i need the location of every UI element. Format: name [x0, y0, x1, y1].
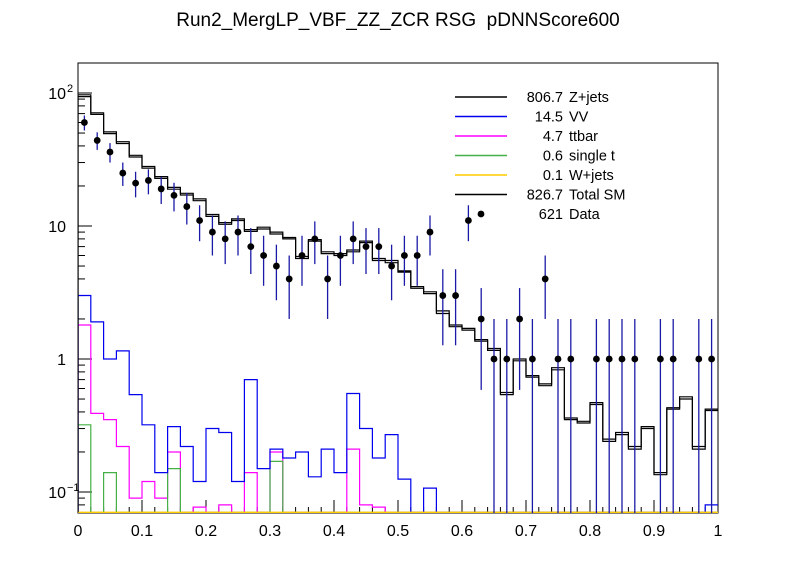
x-axis-labels: 0 0.1 0.2 0.3 0.4 0.5 0.6 0.7 0.8 0.9 1	[74, 523, 723, 540]
data-point	[81, 119, 88, 126]
svg-text:0.1: 0.1	[131, 523, 153, 540]
data-point	[221, 235, 229, 243]
data-point	[477, 315, 485, 323]
data-point	[298, 252, 306, 259]
legend-entry-label: Data	[569, 207, 601, 223]
data-point	[260, 252, 267, 259]
data-point	[349, 235, 357, 243]
data-point	[529, 355, 536, 363]
y-axis-ticks	[78, 92, 92, 514]
legend-entry-yield: 621	[539, 207, 563, 223]
data-point	[426, 228, 434, 236]
legend-entry-label: Z+jets	[569, 90, 609, 106]
data-point	[145, 177, 152, 184]
legend-entry-yield: 14.5	[535, 110, 563, 126]
data-point	[413, 252, 421, 259]
svg-text:0.4: 0.4	[323, 523, 345, 540]
legend-entry-label: single t	[569, 149, 615, 165]
data-point	[541, 275, 549, 283]
svg-text:0: 0	[74, 523, 83, 540]
legend-entry-label: ttbar	[569, 129, 598, 145]
data-point	[119, 169, 127, 177]
data-point	[209, 228, 216, 236]
data-point	[311, 235, 319, 243]
data-point	[439, 292, 447, 299]
series-total-sm	[78, 94, 718, 513]
data-point	[554, 355, 562, 363]
data-point	[516, 315, 523, 323]
svg-text:10: 10	[48, 219, 66, 236]
svg-text:10: 10	[48, 86, 66, 103]
data-point	[388, 262, 395, 270]
data-point	[196, 217, 204, 224]
data-point	[183, 203, 191, 210]
svg-text:0.7: 0.7	[515, 523, 537, 540]
data-point	[618, 355, 626, 363]
legend-entry-yield: 0.1	[543, 168, 563, 184]
data-point	[657, 355, 664, 363]
svg-text:0.9: 0.9	[643, 523, 665, 540]
data-point	[273, 262, 280, 270]
svg-text:0.5: 0.5	[387, 523, 409, 540]
data-point	[106, 148, 114, 156]
data-point	[247, 243, 255, 251]
data-point	[490, 355, 498, 363]
legend-entry-label: VV	[569, 110, 589, 126]
data-point	[669, 355, 677, 363]
data-point	[157, 185, 165, 193]
svg-text:0.8: 0.8	[579, 523, 601, 540]
svg-text:1: 1	[714, 523, 723, 540]
data-points-series	[81, 115, 715, 513]
svg-text:0.6: 0.6	[451, 523, 473, 540]
legend-entry-yield: 0.6	[543, 149, 563, 165]
legend-entry-yield: 826.7	[527, 188, 563, 204]
data-point	[695, 355, 703, 363]
data-point	[593, 355, 600, 363]
svg-text:1: 1	[57, 352, 66, 369]
svg-text:2: 2	[67, 83, 73, 95]
data-point	[708, 355, 715, 363]
data-point	[337, 252, 344, 259]
legend-entry-yield: 806.7	[527, 90, 563, 106]
data-point	[567, 355, 575, 363]
data-point	[362, 243, 370, 251]
data-point	[631, 355, 639, 363]
data-point	[234, 228, 242, 236]
data-point	[452, 292, 459, 299]
data-point	[401, 252, 408, 259]
data-point	[324, 275, 331, 283]
data-point	[605, 355, 613, 363]
data-point	[465, 217, 472, 224]
svg-text:0.2: 0.2	[195, 523, 217, 540]
legend-marker-sample	[477, 210, 485, 218]
svg-text:10: 10	[48, 485, 66, 502]
plot-title: Run2_MergLP_VBF_ZZ_ZCR RSG pDNNScore600	[176, 10, 620, 31]
data-point	[93, 137, 101, 144]
svg-text:0.3: 0.3	[259, 523, 281, 540]
data-point	[285, 275, 293, 283]
data-point	[503, 355, 511, 363]
data-point	[170, 191, 178, 199]
legend-entry-label: Total SM	[569, 188, 625, 204]
legend: 806.7 Z+jets 14.5 VV 4.7 ttbar 0.6 single t 0.1 W…	[455, 90, 625, 223]
data-point	[375, 243, 383, 251]
legend-entry-label: W+jets	[569, 168, 614, 184]
svg-text:−1: −1	[67, 482, 80, 494]
legend-entry-yield: 4.7	[543, 129, 563, 145]
histograms	[78, 94, 718, 513]
data-point	[132, 179, 140, 187]
